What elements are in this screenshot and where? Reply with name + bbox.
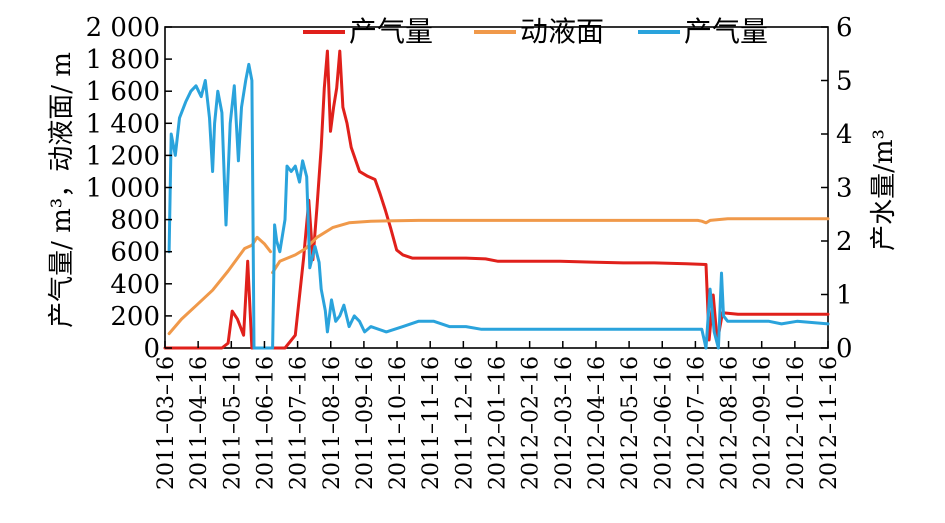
plot-area: [164, 26, 829, 349]
x-tick-label: 2012–08–16: [718, 356, 743, 490]
x-tick-label: 2012–02–16: [519, 356, 544, 490]
x-tick-label: 2012–09–16: [751, 356, 776, 490]
x-tick-label: 2012–11–16: [817, 356, 842, 490]
right-tick-label: 3: [836, 174, 853, 204]
x-tick-label: 2012–06–16: [651, 356, 676, 490]
left-tick-label: 1 800: [86, 45, 160, 75]
right-tick-label: 0: [836, 334, 853, 364]
left-tick-label: 1 600: [86, 77, 160, 107]
left-tick-label: 1 000: [86, 174, 160, 204]
left-tick-label: 1 200: [86, 141, 160, 171]
left-axis-title: 产气量/ m³，动液面/ m: [47, 52, 77, 328]
x-tick-label: 2012–03–16: [552, 356, 577, 490]
left-tick-label: 600: [110, 238, 160, 268]
x-tick-label: 2011–04–16: [187, 356, 212, 490]
x-tick-label: 2012–04–16: [585, 356, 610, 490]
x-tick-label: 2011–06–16: [253, 356, 278, 490]
x-tick-label: 2012–10–16: [784, 356, 809, 490]
right-tick-label: 6: [836, 13, 853, 43]
plot-frame: [164, 26, 829, 349]
left-tick-label: 2 000: [86, 13, 160, 43]
legend: 产气量 动液面 产气量: [303, 15, 768, 48]
legend-label-1: 产气量: [349, 15, 433, 48]
x-axis: 2011–03–16 2011–04–16 2011–05–16 2011–06–16…: [154, 341, 842, 490]
x-tick-label: 2011–03–16: [154, 356, 179, 490]
right-tick-label: 4: [836, 120, 853, 150]
x-tick-label: 2012–07–16: [684, 356, 709, 490]
series-line-3: [167, 62, 830, 350]
x-tick-label: 2011–10–16: [386, 356, 411, 490]
x-tick-label: 2011–05–16: [220, 356, 245, 490]
x-tick-label: 2012–05–16: [618, 356, 643, 490]
x-tick-label: 2012–01–16: [486, 356, 511, 490]
left-tick-label: 400: [110, 270, 160, 300]
x-tick-label: 2011–08–16: [320, 356, 345, 490]
series-line-1: [163, 49, 830, 350]
right-axis: 0 1 2 3 4 5 6: [821, 13, 853, 364]
right-axis-title: 产水量/m³: [869, 129, 899, 251]
right-tick-label: 5: [836, 67, 853, 97]
x-tick-label: 2011–09–16: [353, 356, 378, 490]
legend-label-3: 产气量: [684, 15, 768, 48]
x-tick-label: 2011–11–16: [419, 356, 444, 490]
left-tick-label: 200: [110, 302, 160, 332]
series-line-2: [167, 217, 830, 336]
x-tick-label: 2011–07–16: [287, 356, 312, 490]
right-tick-label: 2: [836, 227, 853, 257]
legend-label-2: 动液面: [520, 15, 604, 48]
left-tick-label: 0: [143, 334, 160, 364]
x-tick-label: 2011–12–16: [452, 356, 477, 490]
right-tick-label: 1: [836, 281, 853, 311]
left-tick-label: 1 400: [86, 109, 160, 139]
series-layer: [163, 49, 830, 350]
left-tick-label: 800: [110, 206, 160, 236]
